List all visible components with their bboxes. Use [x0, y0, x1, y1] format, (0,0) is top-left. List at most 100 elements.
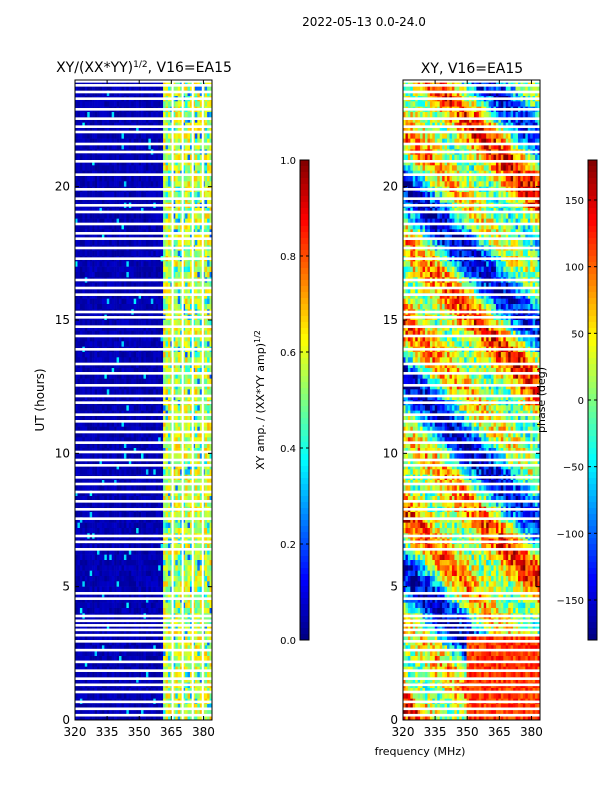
- heatmap-cell: [187, 101, 191, 107]
- heatmap-cell: [136, 250, 139, 257]
- heatmap-cell: [180, 240, 183, 246]
- heatmap-cell: [128, 240, 132, 246]
- heatmap-cell: [167, 218, 171, 225]
- heatmap-cell: [150, 394, 154, 401]
- heatmap-cell: [180, 373, 183, 379]
- heatmap-cell: [175, 154, 179, 161]
- heatmap-cell: [204, 250, 208, 257]
- heatmap-cell: [121, 80, 125, 86]
- heatmap-cell: [84, 261, 88, 267]
- heatmap-cell: [165, 266, 169, 273]
- heatmap-cell: [175, 282, 179, 289]
- heatmap-cell: [94, 368, 98, 374]
- heatmap-cell: [197, 416, 201, 422]
- heatmap-cell: [121, 224, 125, 230]
- heatmap-cell: [111, 394, 115, 401]
- heatmap-cell: [167, 512, 171, 518]
- heatmap-cell: [199, 250, 203, 257]
- heatmap-cell: [121, 304, 125, 310]
- heatmap-cell: [150, 341, 154, 347]
- heatmap-cell: [89, 368, 93, 374]
- heatmap-cell: [167, 176, 171, 182]
- heatmap-cell: [84, 80, 88, 86]
- heatmap-cell: [101, 453, 105, 459]
- heatmap-cell: [209, 384, 213, 390]
- heatmap-cell: [106, 394, 110, 401]
- heatmap-cell: [123, 330, 127, 337]
- heatmap-cell: [209, 330, 213, 337]
- heatmap-cell: [97, 522, 100, 529]
- heatmap-cell: [192, 154, 196, 161]
- heatmap-cell: [153, 341, 157, 347]
- heatmap-cell: [136, 288, 139, 294]
- heatmap-cell: [121, 378, 125, 385]
- heatmap-cell: [187, 394, 191, 401]
- heatmap-cell: [116, 304, 120, 310]
- heatmap-cell: [131, 261, 135, 267]
- heatmap-cell: [175, 293, 179, 299]
- heatmap-cell: [116, 266, 120, 273]
- heatmap-cell: [145, 112, 149, 118]
- heatmap-cell: [114, 282, 117, 289]
- heatmap-cell: [136, 117, 139, 123]
- heatmap-cell: [84, 213, 88, 219]
- heatmap-cell: [187, 213, 191, 219]
- heatmap-cell: [172, 352, 176, 358]
- heatmap-cell: [119, 528, 122, 534]
- heatmap-cell: [97, 144, 100, 150]
- heatmap-cell: [167, 240, 171, 246]
- heatmap-cell: [133, 117, 137, 123]
- heatmap-cell: [97, 165, 100, 171]
- heatmap-cell: [97, 272, 100, 278]
- heatmap-cell: [165, 138, 169, 145]
- heatmap-cell: [111, 85, 115, 91]
- heatmap-cell: [204, 133, 208, 139]
- heatmap-cell: [209, 352, 213, 358]
- heatmap-cell: [79, 512, 83, 518]
- heatmap-cell: [77, 240, 81, 246]
- heatmap-cell: [192, 330, 196, 337]
- heatmap-cell: [109, 138, 112, 145]
- heatmap-cell: [128, 325, 132, 331]
- heatmap-cell: [87, 218, 90, 225]
- heatmap-cell: [77, 138, 81, 145]
- heatmap-cell: [194, 160, 198, 166]
- heatmap-cell: [87, 352, 90, 358]
- heatmap-row: [75, 389, 213, 395]
- heatmap-cell: [197, 325, 201, 331]
- heatmap-cell: [75, 261, 78, 267]
- heatmap-cell: [180, 90, 183, 97]
- heatmap-cell: [187, 250, 191, 257]
- heatmap-cell: [145, 144, 149, 150]
- heatmap-cell: [109, 181, 112, 187]
- heatmap-row: [75, 154, 213, 161]
- heatmap-cell: [89, 272, 93, 278]
- heatmap-cell: [204, 384, 208, 390]
- heatmap-cell: [97, 394, 100, 401]
- heatmap-cell: [104, 266, 108, 273]
- heatmap-cell: [92, 224, 95, 230]
- heatmap-cell: [101, 165, 105, 171]
- heatmap-cell: [101, 341, 105, 347]
- heatmap-cell: [104, 101, 108, 107]
- heatmap-cell: [187, 181, 191, 187]
- heatmap-cell: [104, 304, 108, 310]
- heatmap-cell: [101, 282, 105, 289]
- heatmap-cell: [141, 352, 144, 358]
- heatmap-cell: [128, 197, 132, 203]
- heatmap-cell: [94, 469, 98, 475]
- heatmap-cell: [82, 101, 86, 107]
- heatmap-cell: [99, 384, 103, 390]
- heatmap-cell: [143, 261, 147, 267]
- heatmap-cell: [141, 272, 144, 278]
- heatmap-cell: [128, 298, 132, 305]
- heatmap-cell: [165, 181, 169, 187]
- heatmap-cell: [104, 112, 108, 118]
- heatmap-cell: [153, 368, 157, 374]
- heatmap-cell: [163, 213, 166, 219]
- heatmap-cell: [138, 176, 142, 182]
- heatmap-cell: [143, 320, 147, 326]
- heatmap-cell: [182, 266, 186, 273]
- heatmap-cell: [185, 304, 188, 310]
- heatmap-cell: [128, 416, 132, 422]
